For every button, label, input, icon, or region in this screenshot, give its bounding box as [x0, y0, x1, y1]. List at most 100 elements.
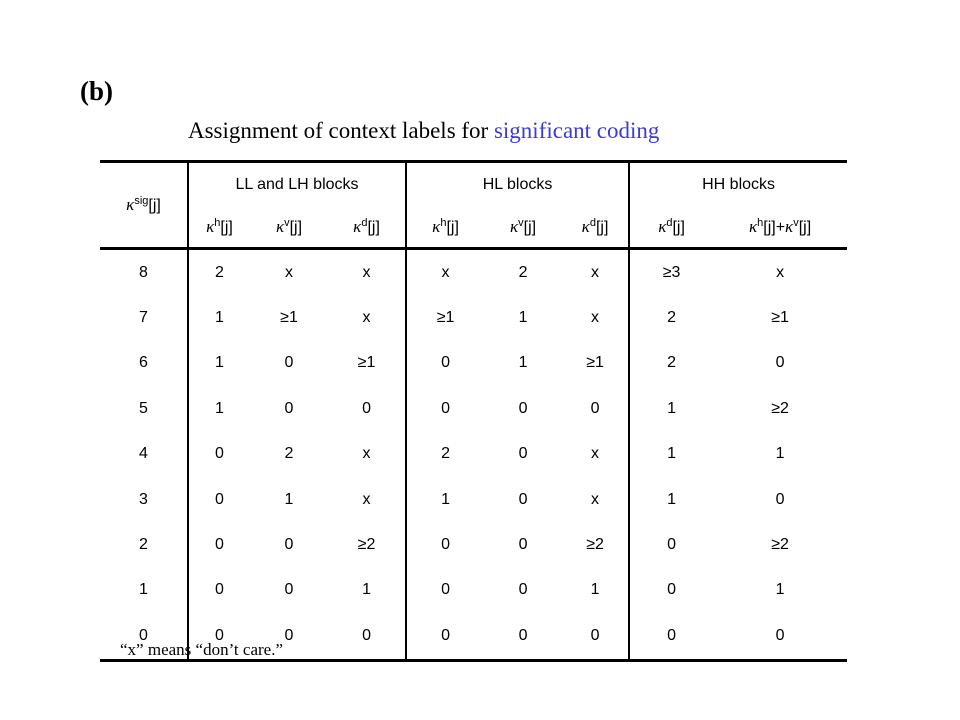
table-cell: 0	[775, 354, 785, 372]
table-cell: 2	[484, 247, 563, 296]
table-cell: 1	[518, 354, 528, 372]
table-cell: 0	[562, 613, 631, 662]
table-cell: 0	[284, 536, 294, 554]
table-cell: 0	[518, 581, 528, 599]
table-cell: 1	[328, 567, 408, 614]
subheader-kd: κd[j]	[658, 217, 685, 236]
table-cell: x	[328, 476, 408, 523]
subheader-kd: κd[j]	[562, 207, 631, 249]
subheader-kh: κh[j]	[432, 217, 459, 236]
table-cell: 1	[215, 309, 224, 327]
table-cell: 0	[562, 386, 631, 432]
row-label-cell: 0	[100, 613, 189, 662]
table-cell: 0	[441, 536, 450, 554]
row-label-cell: 3	[100, 476, 189, 523]
row-label-cell: 4	[100, 431, 189, 477]
table-cell: 2	[188, 247, 250, 296]
table-cell: 0	[775, 490, 785, 508]
row-label-cell: 2	[100, 522, 189, 568]
table-cell: 1	[284, 490, 294, 508]
table-row: 3 0 1 x 1 0 x 1 0	[100, 476, 847, 523]
table-cell: 0	[667, 536, 677, 554]
row-label-cell: 1	[100, 567, 189, 614]
table-cell: 0	[518, 445, 528, 463]
table-header-groups: κsig[j] LL and LH blocks HL blocks HH bl…	[100, 160, 848, 249]
table-cell: 1	[215, 354, 224, 372]
table-cell: 0	[284, 581, 294, 599]
table-cell: 2	[667, 354, 677, 372]
table-cell: ≥2	[328, 522, 408, 568]
table-cell: 0	[215, 445, 224, 463]
subheader-kh-plus-kv: κh[j]+κv[j]	[748, 217, 812, 236]
subheader-kv: κv[j]	[509, 217, 537, 236]
table-header-subcolumns: κh[j] κv[j] κd[j] κh[j] κv[j] κd[j] κd[j…	[100, 207, 847, 249]
table-cell: x	[328, 431, 408, 477]
table-cell: ≥1	[562, 340, 631, 387]
table-cell: 2	[284, 445, 294, 463]
context-label-table: κsig[j] LL and LH blocks HL blocks HH bl…	[100, 160, 848, 662]
table-row: 7 1 ≥1 x ≥1 1 x 2 ≥1	[100, 295, 847, 341]
table-row: 4 0 2 x 2 0 x 1 1	[100, 431, 847, 477]
table-cell: x	[406, 247, 485, 296]
table-cell: 0	[328, 613, 408, 662]
table-cell: ≥1	[771, 309, 789, 327]
table-cell: x	[328, 295, 408, 341]
table-cell: 1	[562, 567, 631, 614]
table-cell: ≥3	[629, 247, 714, 296]
footnote: “x” means “don’t care.”	[120, 640, 283, 659]
table-cell: x	[328, 247, 408, 296]
table-cell: 1	[667, 399, 677, 417]
table-cell: 0	[250, 613, 328, 662]
table-cell: 0	[629, 613, 714, 662]
group-header-hh: HH blocks	[629, 160, 848, 207]
table-cell: 1	[215, 399, 224, 417]
row-label-cell: 5	[100, 386, 189, 432]
table-row: 5 1 0 0 0 0 0 1 ≥2	[100, 386, 847, 432]
table-cell: 1	[775, 581, 785, 599]
table-cell: 0	[441, 581, 450, 599]
table-row: 1 0 0 1 0 0 1 0 1	[100, 567, 847, 614]
table-cell: 0	[441, 399, 450, 417]
table-cell: 0	[284, 399, 294, 417]
table-row: 8 2 x x x 2 x ≥3 x	[100, 247, 848, 296]
table-row: 6 1 0 ≥1 0 1 ≥1 2 0	[100, 340, 847, 387]
table-cell: 1	[667, 490, 677, 508]
table-cell: 1	[518, 309, 528, 327]
table-cell: 0	[215, 490, 224, 508]
table-cell: x	[713, 247, 848, 296]
corner-header: κsig[j]	[100, 160, 189, 249]
table-cell: 0	[667, 581, 677, 599]
table-cell: 0	[215, 581, 224, 599]
row-label-cell: 7	[100, 295, 189, 341]
group-header-ll-lh: LL and LH blocks	[188, 160, 408, 207]
table-cell: ≥2	[771, 399, 789, 417]
table-cell: 2	[441, 445, 450, 463]
table-cell: x	[562, 431, 631, 477]
subheader-kv: κv[j]	[275, 217, 303, 236]
group-header-hl: HL blocks	[406, 160, 631, 207]
table-cell: ≥1	[436, 309, 455, 327]
title-highlight: significant coding	[493, 118, 660, 143]
table-cell: 0	[484, 613, 563, 662]
table-cell: ≥1	[328, 340, 408, 387]
table-cell: x	[250, 247, 328, 296]
table-cell: ≥1	[280, 309, 298, 327]
table-cell: 1	[667, 445, 677, 463]
table-cell: 0	[441, 354, 450, 372]
table-cell: 2	[667, 309, 677, 327]
table-cell: x	[562, 247, 631, 296]
table-cell: 0	[518, 536, 528, 554]
table-cell: ≥2	[771, 536, 789, 554]
panel-label: (b)	[80, 76, 113, 106]
table-body: 8 2 x x x 2 x ≥3 x 7 1 ≥1 x ≥1 1 x 2 ≥1 6 1 0 ≥1 0 1 ≥1 2 0 5 1 0 0 0 0 0…	[100, 247, 848, 662]
row-label-cell: 8	[100, 247, 189, 296]
title-prefix: Assignment of context labels for	[188, 118, 494, 143]
table-cell: 0	[328, 386, 408, 432]
subheader-kd: κd[j]	[328, 207, 408, 249]
table-cell: 0	[215, 536, 224, 554]
table-cell: x	[562, 476, 631, 523]
table-cell: 0	[518, 399, 528, 417]
table-cell: 0	[284, 354, 294, 372]
subheader-kh: κh[j]	[206, 217, 233, 236]
